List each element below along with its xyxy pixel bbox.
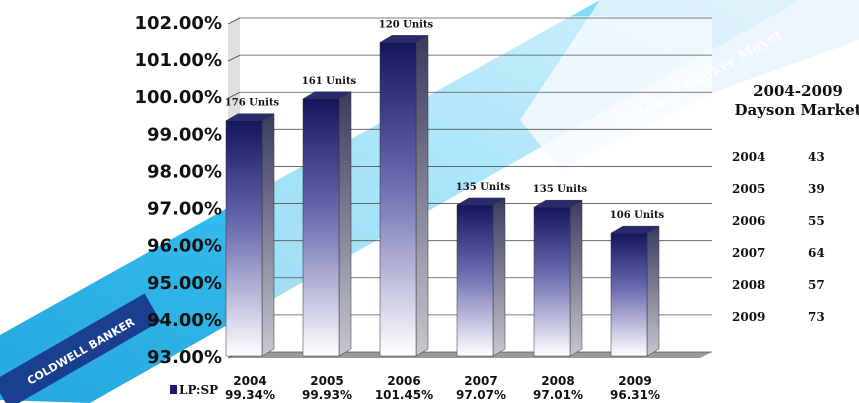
side-row-year: 2005 [732, 182, 766, 196]
y-tick-label: 94.00% [147, 310, 222, 331]
legend: LP:SP [170, 383, 218, 397]
y-tick-label: 96.00% [147, 236, 222, 257]
bar-units-label: 135 Units [533, 184, 588, 195]
x-value-label: 99.34% [225, 388, 275, 402]
x-tick-label: 2004 [233, 374, 266, 388]
bar-top-face [610, 225, 660, 234]
bar-2004 [225, 113, 275, 357]
y-tick-label: 99.00% [147, 124, 222, 145]
bar-front-face [456, 204, 494, 357]
bar-front-face [302, 98, 340, 357]
y-tick-label: 100.00% [135, 87, 223, 108]
bar-units-label: 135 Units [456, 182, 511, 193]
x-value-label: 96.31% [610, 388, 660, 402]
y-tick-label: 95.00% [147, 273, 222, 294]
bar-units-label: 106 Units [610, 210, 665, 221]
bar-side-face [492, 197, 506, 357]
bar-units-label: 176 Units [225, 98, 280, 109]
legend-label: LP:SP [179, 383, 219, 397]
bar-front-face [225, 120, 263, 357]
side-row-year: 2006 [732, 214, 766, 228]
side-row: 2005 39 [732, 182, 848, 214]
logo-box [0, 293, 161, 403]
bar-2009 [610, 225, 660, 357]
bar-front-face [610, 232, 648, 357]
side-row: 2004 43 [732, 150, 848, 182]
side-title-line1: 2004-2009 [753, 82, 843, 100]
x-tick-label: 2007 [464, 374, 497, 388]
bar-front-face [533, 206, 571, 357]
bar-side-face [338, 91, 352, 357]
bar-side-face [646, 225, 660, 357]
x-tick-label: 2005 [310, 374, 343, 388]
bar-side-face [569, 199, 583, 357]
bar-2005 [302, 91, 352, 357]
bars: 176 Units 161 Units 120 Units 135 Units 135 … [225, 19, 665, 357]
side-title-line2: Dayson Market [734, 101, 859, 119]
y-tick-label: 98.00% [147, 161, 222, 182]
side-row-year: 2007 [732, 246, 766, 260]
x-value-label: 99.93% [302, 388, 352, 402]
x-value-label: 97.01% [533, 388, 583, 402]
bar-2007 [456, 197, 506, 357]
gridline [227, 91, 241, 99]
y-tick-label: 97.00% [147, 199, 222, 220]
side-row: 2008 57 [732, 278, 848, 310]
bar-2008 [533, 199, 583, 357]
x-tick-label: 2009 [618, 374, 651, 388]
side-row: 2007 64 [732, 246, 848, 278]
y-tick-label: 101.00% [135, 50, 223, 71]
x-value-label: 101.45% [375, 388, 433, 402]
x-tick-label: 2008 [541, 374, 574, 388]
bar-2006 [379, 34, 429, 357]
side-row-value: 55 [808, 214, 825, 228]
gridline [227, 17, 241, 25]
bar-top-face [302, 91, 352, 100]
bar-top-face [456, 197, 506, 206]
y-axis-ticks: 93.00% 94.00% 95.00% 96.00% 97.00% 98.00% 99.0… [135, 13, 223, 368]
bar-units-label: 161 Units [302, 76, 357, 87]
bar-front-face [379, 42, 417, 357]
side-row: 2009 73 [732, 310, 848, 342]
bar-top-face [379, 35, 429, 43]
bar-units-label: 120 Units [379, 19, 434, 30]
side-row: 2006 55 [732, 214, 848, 246]
side-panel-table: 2004 43 2005 39 2006 55 2007 64 2008 57 2009 7… [732, 150, 848, 342]
x-tick-label: 2006 [387, 374, 420, 388]
y-tick-label: 102.00% [135, 13, 223, 34]
side-row-year: 2008 [732, 278, 766, 292]
side-row-year: 2004 [732, 150, 766, 164]
side-row-value: 43 [808, 150, 825, 164]
bar-side-face [261, 113, 275, 357]
side-row-value: 39 [808, 182, 825, 196]
side-row-value: 57 [808, 278, 825, 292]
y-tick-label: 93.00% [147, 347, 222, 368]
side-row-value: 64 [808, 246, 825, 260]
bar-top-face [533, 199, 583, 208]
x-value-label: 97.07% [456, 388, 506, 402]
bar-side-face [415, 34, 429, 357]
back-wall [240, 16, 712, 352]
side-row-value: 73 [808, 310, 825, 324]
side-panel-title: 2004-2009 Dayson Market [728, 82, 859, 120]
legend-swatch [170, 385, 177, 394]
side-row-year: 2009 [732, 310, 766, 324]
bar-top-face [225, 113, 275, 121]
gridline [227, 54, 241, 62]
